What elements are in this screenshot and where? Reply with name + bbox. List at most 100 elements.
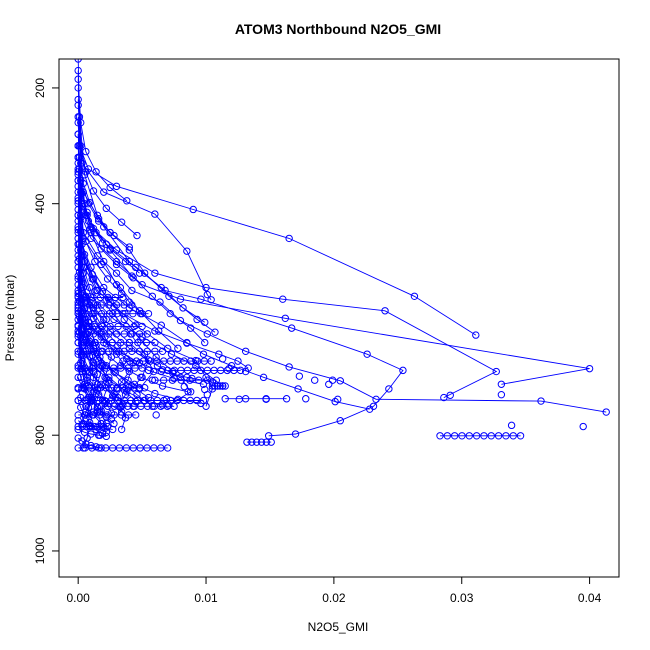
series-10-point — [234, 357, 242, 365]
series-27-point — [102, 362, 111, 370]
run-1-point — [262, 438, 271, 446]
x-tick-label: 0.04 — [578, 591, 602, 605]
series-5-point — [440, 393, 448, 402]
data-point — [446, 391, 454, 399]
series-48-point — [88, 270, 96, 279]
series-7-point — [176, 316, 185, 325]
data-point — [225, 364, 233, 373]
run-2-point — [487, 432, 495, 440]
series-17-point — [157, 283, 165, 292]
run-16-point — [97, 330, 105, 338]
plot-area — [74, 59, 610, 452]
run-2-point — [443, 432, 452, 440]
series-6-point — [176, 295, 185, 303]
run-8-point — [119, 384, 127, 392]
series-13-point — [117, 425, 126, 434]
series-4-point — [336, 417, 344, 425]
series-46-point — [129, 274, 137, 282]
series-1-point — [285, 234, 293, 243]
series-47-point — [103, 275, 112, 283]
series-47-point — [91, 257, 99, 266]
run-10-point — [195, 376, 203, 384]
data-point — [169, 369, 177, 377]
series-5-point — [202, 283, 210, 292]
run-20-point — [74, 293, 82, 302]
series-7-point — [602, 408, 610, 416]
data-point — [302, 395, 310, 403]
data-point — [311, 376, 319, 384]
run-17-point — [122, 322, 130, 331]
run-19-point — [89, 301, 98, 309]
run-9-point — [221, 382, 229, 390]
series-49-point — [74, 211, 82, 219]
y-tick-label: 1000 — [33, 537, 47, 564]
run-12-point — [138, 364, 146, 372]
run-14-point — [74, 347, 82, 355]
run-7-point — [221, 395, 229, 403]
series-6-point — [281, 314, 290, 322]
series-7-point — [241, 347, 250, 355]
run-4-point — [96, 411, 104, 419]
series-line-61 — [78, 428, 107, 437]
run-17-point — [90, 322, 98, 331]
series-43-point — [77, 403, 85, 412]
run-18-point — [136, 309, 145, 318]
series-59-point — [106, 183, 114, 192]
series-7-point — [112, 269, 121, 277]
series-61-point — [94, 431, 103, 439]
series-41-point — [74, 373, 82, 382]
series-line-30 — [77, 313, 121, 408]
run-12-point — [74, 364, 82, 372]
run-10-point — [159, 376, 168, 384]
series-1-point — [472, 331, 480, 339]
y-axis-label: Pressure (mbar) — [3, 275, 17, 362]
series-37-point — [158, 401, 167, 409]
x-tick-label: 0.02 — [322, 591, 346, 605]
series-13-point — [144, 356, 153, 364]
series-12-point — [153, 362, 162, 370]
run-16-point — [143, 330, 151, 338]
series-7-point — [336, 377, 344, 385]
series-56-point — [89, 187, 98, 195]
data-point — [328, 376, 337, 384]
series-7-point — [128, 286, 136, 295]
run-2-point — [480, 432, 488, 440]
run-20-point — [96, 293, 105, 302]
series-line-4 — [77, 116, 404, 437]
run-8-point — [113, 384, 121, 392]
series-4-point — [291, 430, 300, 438]
y-axis: 200 400 600 800 1000 — [33, 78, 60, 564]
run-19-point — [74, 301, 82, 309]
series-22-point — [97, 321, 105, 329]
series-0-point — [74, 59, 82, 63]
run-3-point — [91, 422, 99, 431]
run-9-point — [208, 382, 217, 390]
series-35-point — [137, 373, 145, 382]
series-line-5 — [77, 134, 498, 399]
series-58-point — [75, 165, 84, 173]
series-59-point — [92, 168, 100, 176]
series-17-point — [102, 240, 111, 248]
data-point — [262, 395, 270, 404]
run-12-point — [88, 364, 97, 372]
run-18-point — [74, 309, 82, 318]
run-17-point — [114, 322, 122, 331]
run-18-point — [121, 309, 129, 318]
run-10-point — [212, 376, 220, 384]
series-line-52 — [77, 261, 101, 358]
run-14-point — [82, 347, 90, 355]
series-59-point — [74, 75, 82, 83]
series-6-point — [585, 364, 594, 373]
data-point — [507, 421, 516, 430]
series-56-point — [102, 204, 111, 213]
x-tick-label: 0.00 — [66, 591, 90, 605]
run-8-point — [74, 384, 82, 392]
series-41-point — [93, 403, 102, 412]
data-point — [203, 390, 212, 399]
run-1-point — [267, 438, 275, 446]
run-10-point — [203, 376, 212, 384]
series-4-point — [399, 366, 407, 375]
series-line-59 — [77, 79, 128, 202]
run-3-point — [95, 422, 103, 431]
x-axis: 0.00 0.01 0.02 0.03 0.04 — [66, 576, 602, 605]
